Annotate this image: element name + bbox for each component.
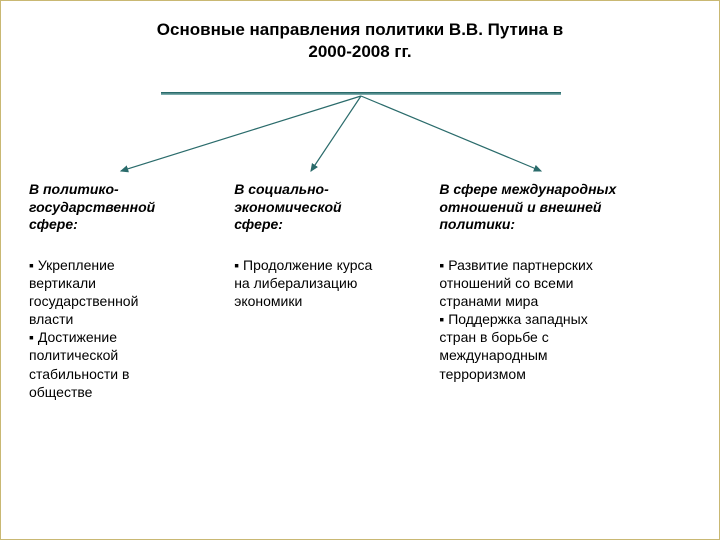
page-title: Основные направления политики В.В. Путин… [1,1,719,63]
column-body: ▪ Укреплениевертикалигосударственнойвлас… [29,256,214,402]
body-line: ▪ Поддержка западных [439,310,693,328]
head-line: государственной [29,199,214,217]
arrow-line [311,96,361,171]
body-line: политической [29,346,214,364]
title-line-1: Основные направления политики В.В. Путин… [157,20,563,39]
body-line: государственной [29,292,214,310]
body-line: ▪ Достижение [29,328,214,346]
head-line: отношений и внешней [439,199,693,217]
body-line: отношений со всеми [439,274,693,292]
body-line: власти [29,310,214,328]
title-line-2: 2000-2008 гг. [308,42,411,61]
column-head: В сфере международныхотношений и внешней… [439,181,693,234]
column-head: В социально-экономическойсфере: [234,181,419,234]
head-line: В политико- [29,181,214,199]
body-line: странами мира [439,292,693,310]
columns-container: В политико-государственнойсфере: ▪ Укреп… [1,181,720,401]
head-line: сфере: [29,216,214,234]
column-socio-economic: В социально-экономическойсфере: ▪ Продол… [224,181,429,401]
body-line: стабильности в [29,365,214,383]
column-international: В сфере международныхотношений и внешней… [429,181,703,401]
divider-line [161,92,561,95]
arrow-line [121,96,361,171]
body-line: вертикали [29,274,214,292]
head-line: сфере: [234,216,419,234]
body-line: терроризмом [439,365,693,383]
column-politico: В политико-государственнойсфере: ▪ Укреп… [19,181,224,401]
head-line: политики: [439,216,693,234]
body-line: обществе [29,383,214,401]
arrow-line [361,96,541,171]
column-body: ▪ Развитие партнерскихотношений со всеми… [439,256,693,383]
body-line: стран в борьбе с [439,328,693,346]
body-line: на либерализацию [234,274,419,292]
head-line: В социально- [234,181,419,199]
head-line: экономической [234,199,419,217]
column-head: В политико-государственнойсфере: [29,181,214,234]
body-line: ▪ Продолжение курса [234,256,419,274]
body-line: экономики [234,292,419,310]
body-line: ▪ Укрепление [29,256,214,274]
head-line: В сфере международных [439,181,693,199]
body-line: международным [439,346,693,364]
column-body: ▪ Продолжение курсана либерализациюэконо… [234,256,419,311]
body-line: ▪ Развитие партнерских [439,256,693,274]
arrows-diagram [1,93,720,183]
